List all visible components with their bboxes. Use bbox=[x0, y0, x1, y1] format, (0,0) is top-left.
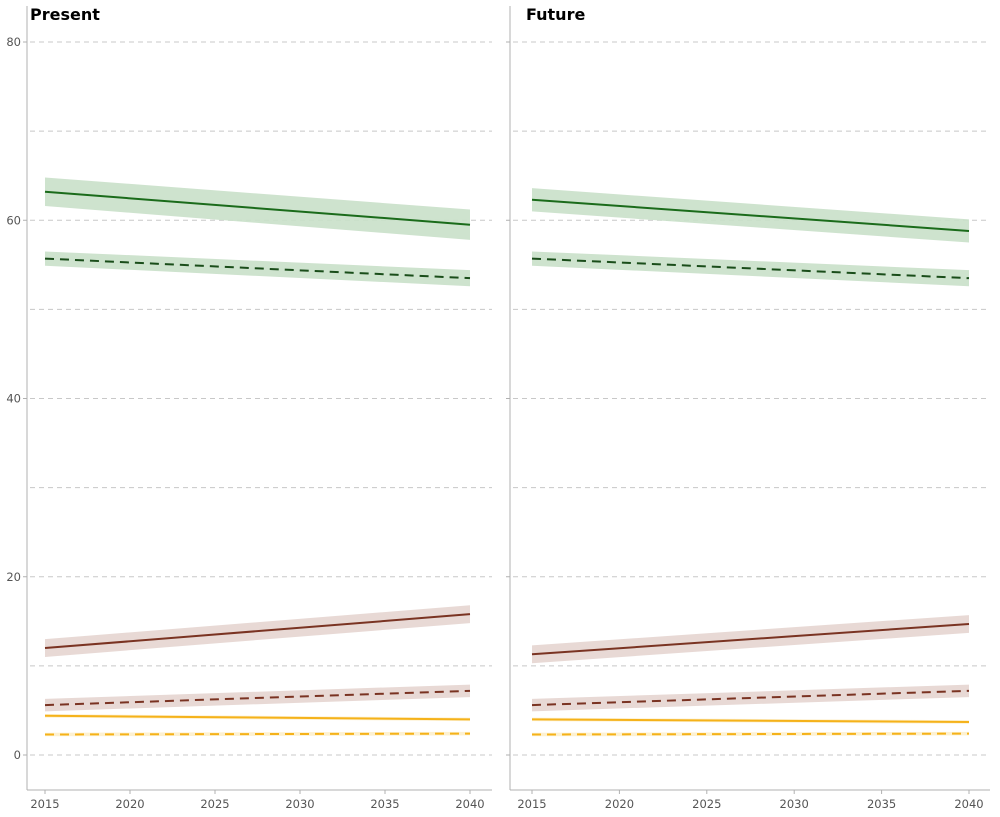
series-line bbox=[44, 732, 471, 736]
series-line bbox=[531, 622, 970, 656]
series-line bbox=[531, 689, 970, 707]
series-line bbox=[44, 190, 471, 226]
series-line bbox=[44, 257, 471, 280]
x-tick-label: 2020 bbox=[605, 797, 634, 811]
y-tick-label: 0 bbox=[14, 748, 21, 762]
x-tick-label: 2040 bbox=[954, 797, 983, 811]
y-tick-label: 60 bbox=[6, 213, 21, 227]
x-tick-label: 2030 bbox=[780, 797, 809, 811]
series-line bbox=[44, 613, 471, 650]
series-line bbox=[531, 198, 970, 232]
series-line bbox=[531, 732, 970, 736]
x-tick-label: 2040 bbox=[455, 797, 484, 811]
x-tick-label: 2020 bbox=[115, 797, 144, 811]
y-tick-label: 20 bbox=[6, 570, 21, 584]
panel-future: 2015 2020 2025 2030 2035 2040 Future bbox=[506, 5, 990, 811]
x-tick-label: 2035 bbox=[867, 797, 896, 811]
x-tick-label: 2025 bbox=[200, 797, 229, 811]
x-tick-label: 2015 bbox=[30, 797, 59, 811]
x-tick-label: 2015 bbox=[517, 797, 546, 811]
y-tick-label: 40 bbox=[6, 392, 21, 406]
y-tick-label: 80 bbox=[6, 35, 21, 49]
x-tick-label: 2035 bbox=[370, 797, 399, 811]
panel-title: Future bbox=[526, 5, 585, 24]
series-line bbox=[531, 257, 970, 280]
series-line bbox=[44, 714, 471, 721]
panel-title: Present bbox=[30, 5, 100, 24]
series-line bbox=[531, 718, 970, 724]
x-tick-label: 2025 bbox=[692, 797, 721, 811]
x-tick-label: 2030 bbox=[285, 797, 314, 811]
series-line bbox=[44, 689, 471, 707]
